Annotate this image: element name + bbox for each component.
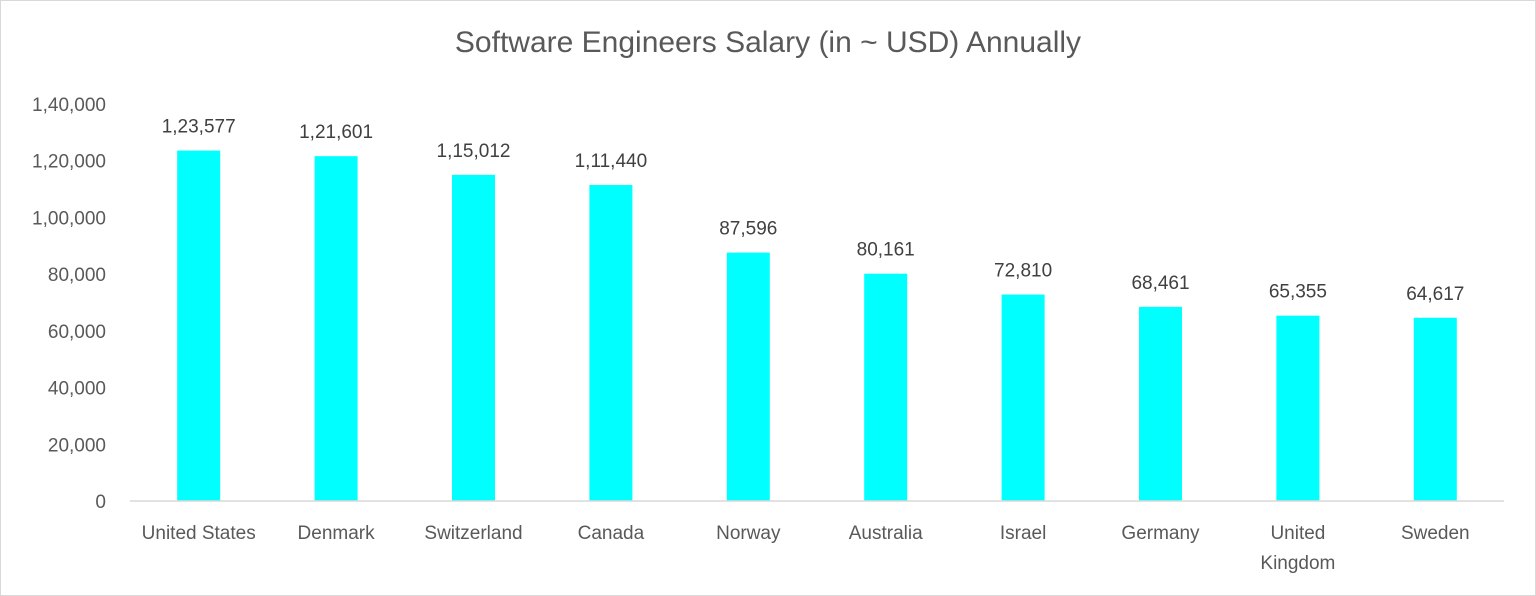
y-tick-label: 1,40,000 <box>32 95 106 116</box>
x-tick-label-line: Norway <box>716 523 781 544</box>
data-label: 72,810 <box>994 261 1052 282</box>
bar <box>1001 294 1045 501</box>
y-tick-label: 40,000 <box>48 379 106 400</box>
y-tick-label: 0 <box>95 492 106 513</box>
x-tick-label: Australia <box>849 523 923 544</box>
x-tick-label: Canada <box>578 523 645 544</box>
data-label: 68,461 <box>1131 273 1189 294</box>
x-tick-label: Germany <box>1121 523 1200 544</box>
bars <box>177 150 1457 502</box>
x-tick-label-line: Denmark <box>298 523 376 544</box>
data-label: 1,11,440 <box>575 151 648 172</box>
y-tick-label: 1,00,000 <box>32 208 106 229</box>
data-label: 1,15,012 <box>437 141 511 162</box>
bar <box>177 150 221 502</box>
data-label: 64,617 <box>1406 284 1464 305</box>
bar <box>589 184 633 501</box>
y-tick-label: 1,20,000 <box>32 152 106 173</box>
bar <box>726 252 770 501</box>
data-label: 87,596 <box>719 219 777 240</box>
bar <box>1276 315 1320 501</box>
x-tick-label-line: Australia <box>849 523 923 544</box>
x-tick-label-line: Kingdom <box>1260 553 1335 574</box>
y-tick-label: 60,000 <box>48 322 106 343</box>
x-tick-label: Norway <box>716 523 781 544</box>
data-label: 1,21,601 <box>299 122 373 143</box>
y-tick-label: 80,000 <box>48 265 106 286</box>
x-tick-label: Israel <box>1000 523 1046 544</box>
bar <box>314 156 358 501</box>
x-tick-label-line: United States <box>142 523 256 544</box>
x-tick-label-line: Sweden <box>1401 523 1470 544</box>
data-label: 1,23,577 <box>162 117 236 138</box>
chart-title: Software Engineers Salary (in ~ USD) Ann… <box>454 26 1082 59</box>
bar <box>1139 306 1182 501</box>
bar <box>1413 317 1457 501</box>
x-tick-label: United States <box>142 523 256 544</box>
x-tick-label: Switzerland <box>424 523 522 544</box>
x-tick-label-line: Germany <box>1121 523 1200 544</box>
data-labels: 1,23,577 1,21,601 1,15,012 1,11,440 87,596 80… <box>162 117 1465 305</box>
x-tick-label-line: Switzerland <box>424 523 522 544</box>
x-axis: United States Denmark Switzerland Canada Nor… <box>142 523 1470 574</box>
x-tick-label: Sweden <box>1401 523 1470 544</box>
x-tick-label: United Kingdom <box>1260 523 1335 574</box>
x-tick-label-line: United <box>1270 523 1325 544</box>
y-axis: 0 20,000 40,000 60,000 80,000 1,00,000 1,20,00… <box>32 95 106 513</box>
x-tick-label-line: Canada <box>578 523 645 544</box>
x-tick-label: Denmark <box>298 523 376 544</box>
bar <box>864 273 908 501</box>
y-tick-label: 20,000 <box>48 435 106 456</box>
data-label: 65,355 <box>1269 282 1327 303</box>
data-label: 80,161 <box>857 240 915 261</box>
bar <box>452 174 495 501</box>
x-tick-label-line: Israel <box>1000 523 1046 544</box>
